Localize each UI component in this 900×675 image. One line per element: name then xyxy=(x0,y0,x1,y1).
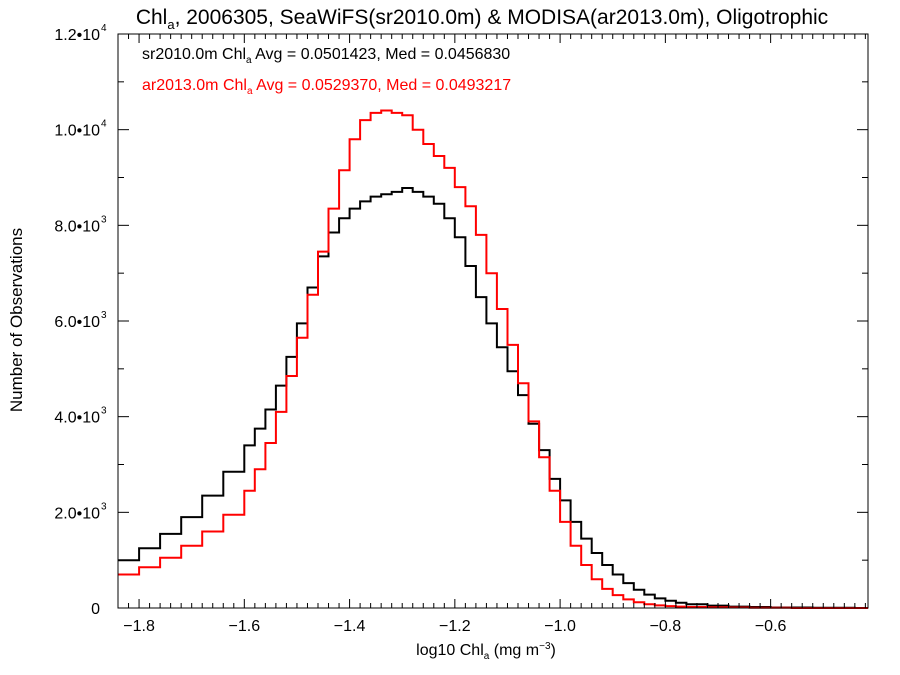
y-tick-label-exponent: 3 xyxy=(101,501,107,512)
y-tick-label: 1.0•10 xyxy=(54,123,100,140)
x-tick-label: −0.8 xyxy=(650,618,682,635)
x-tick-label: −1.2 xyxy=(439,618,471,635)
y-axis-label: Number of Observations xyxy=(7,228,26,412)
y-tick-label: 8.0•10 xyxy=(54,218,100,235)
axes: −1.8 −1.6 −1.4 −1.2 −1.0 −0.8 −0.602.0•10 34.0•… xyxy=(54,23,869,635)
legend-black-stats-a: sr2010.0m Chl xyxy=(142,46,246,63)
x-axis-label-sup: −3 xyxy=(539,641,551,652)
x-axis-label: log10 Chla (mg m−3) xyxy=(416,641,556,662)
x-tick-label: −0.6 xyxy=(755,618,787,635)
x-tick-label: −1.0 xyxy=(544,618,576,635)
legend-black-stats-sub: a xyxy=(246,55,252,66)
y-tick-label-exponent: 4 xyxy=(101,119,107,130)
x-axis-label-a: log10 Chl xyxy=(416,642,484,659)
x-tick-label: −1.8 xyxy=(123,618,155,635)
y-tick-label-exponent: 3 xyxy=(101,406,107,417)
y-tick-label: 6.0•10 xyxy=(54,314,100,331)
y-tick-label: 2.0•10 xyxy=(54,505,100,522)
y-tick-label: 0 xyxy=(91,601,100,618)
x-axis-label-b: (mg m xyxy=(489,642,539,659)
chart-title-rest: , 2006305, SeaWiFS(sr2010.0m) & MODISA(a… xyxy=(175,6,829,29)
legend-red-stats-b: Avg = 0.0529370, Med = 0.0493217 xyxy=(253,77,512,94)
y-tick-label-exponent: 3 xyxy=(101,214,107,225)
legend-black-stats: sr2010.0m Chla Avg = 0.0501423, Med = 0.… xyxy=(142,46,510,66)
series-line-0 xyxy=(118,187,868,609)
chart-title: Chla, 2006305, SeaWiFS(sr2010.0m) & MODI… xyxy=(136,6,828,32)
y-tick-label-exponent: 4 xyxy=(101,23,107,34)
chart-title-subscript: a xyxy=(167,17,175,32)
legend-red-stats: ar2013.0m Chla Avg = 0.0529370, Med = 0.… xyxy=(142,77,511,97)
series-line-1 xyxy=(118,109,868,609)
y-tick-label: 4.0•10 xyxy=(54,410,100,427)
x-axis-label-sub: a xyxy=(484,651,490,662)
chart-title-main: Chl xyxy=(136,6,168,29)
x-tick-label: −1.6 xyxy=(229,618,261,635)
legend-red-stats-a: ar2013.0m Chl xyxy=(142,77,247,94)
x-axis-label-c: ) xyxy=(551,642,556,659)
y-tick-label: 1.2•10 xyxy=(54,27,100,44)
legend-red-stats-sub: a xyxy=(247,86,253,97)
legend-black-stats-b: Avg = 0.0501423, Med = 0.0456830 xyxy=(252,46,511,63)
x-tick-label: −1.4 xyxy=(334,618,366,635)
y-tick-label-exponent: 3 xyxy=(101,310,107,321)
plot-area xyxy=(118,109,868,609)
